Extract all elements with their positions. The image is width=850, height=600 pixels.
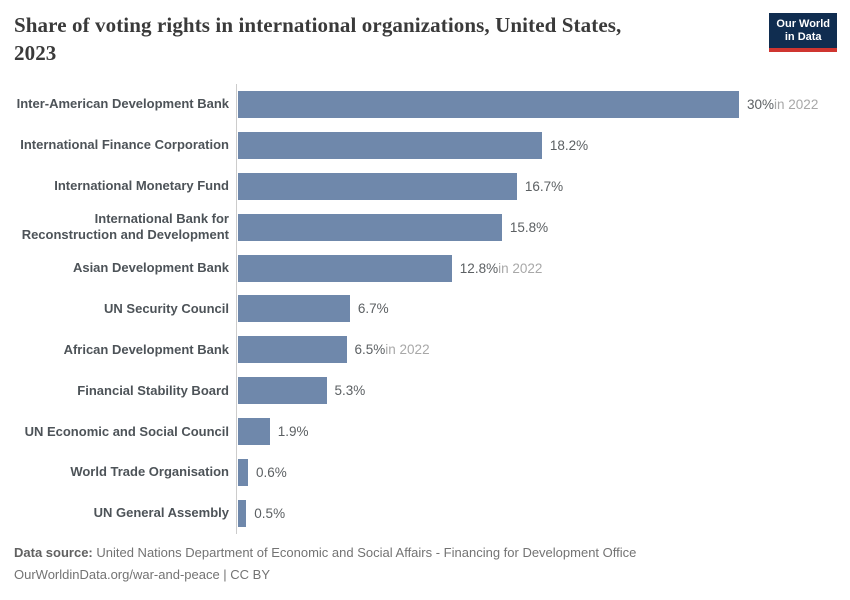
- owid-logo: Our World in Data: [769, 13, 837, 52]
- chart-row: Asian Development Bank 12.8%in 2022: [0, 248, 850, 289]
- value-label: 15.8%: [509, 219, 549, 235]
- bar-track: 30%in 2022: [237, 84, 850, 125]
- bar[interactable]: [238, 458, 248, 486]
- value-group: 30%in 2022: [747, 97, 818, 112]
- value-group: 1.9%: [278, 424, 309, 439]
- bar[interactable]: [238, 499, 247, 527]
- chart-row: International Monetary Fund 16.7%: [0, 166, 850, 207]
- value-label: 6.7%: [357, 301, 389, 317]
- chart-row: UN General Assembly 0.5%: [0, 493, 850, 534]
- category-label: UN Economic and Social Council: [24, 423, 229, 439]
- value-group: 16.7%: [525, 179, 563, 194]
- bar[interactable]: [238, 418, 270, 446]
- category-label: Financial Stability Board: [77, 382, 229, 398]
- bar[interactable]: [238, 172, 517, 200]
- bar-track: 18.2%: [237, 125, 850, 166]
- bar[interactable]: [238, 336, 347, 364]
- value-label: 0.6%: [256, 464, 287, 480]
- category-label: Inter-American Development Bank: [16, 96, 229, 112]
- value-group: 5.3%: [335, 383, 366, 398]
- value-group: 15.8%: [510, 220, 548, 235]
- bar[interactable]: [238, 295, 350, 323]
- chart-row: World Trade Organisation 0.6%: [0, 452, 850, 493]
- value-label: 0.5%: [254, 505, 286, 521]
- owid-logo-line1: Our World: [776, 18, 830, 30]
- value-group: 0.6%: [256, 465, 287, 480]
- bar-chart: Inter-American Development Bank 30%in 20…: [0, 84, 850, 534]
- attribution-line: OurWorldinData.org/war-and-peace | CC BY: [14, 566, 271, 582]
- value-group: 12.8%in 2022: [460, 261, 543, 276]
- bar-track: 6.5%in 2022: [237, 329, 850, 370]
- chart-rows: Inter-American Development Bank 30%in 20…: [0, 84, 850, 534]
- category-label: UN General Assembly: [93, 505, 229, 521]
- value-label: 12.8%: [459, 260, 499, 276]
- value-note: in 2022: [498, 260, 543, 276]
- bar[interactable]: [238, 377, 327, 405]
- category-label: International Bank for Reconstruction an…: [21, 211, 229, 243]
- value-note: in 2022: [385, 342, 430, 358]
- category-label: Asian Development Bank: [72, 260, 229, 275]
- chart-row: Financial Stability Board 5.3%: [0, 370, 850, 411]
- chart-footer: Data source: United Nations Department o…: [14, 542, 836, 585]
- chart-title: Share of voting rights in international …: [14, 12, 759, 67]
- bar[interactable]: [238, 213, 502, 241]
- bar-track: 0.6%: [237, 452, 850, 493]
- chart-row: Inter-American Development Bank 30%in 20…: [0, 84, 850, 125]
- chart-row: UN Economic and Social Council 1.9%: [0, 411, 850, 452]
- category-label: International Monetary Fund: [54, 178, 229, 194]
- owid-logo-line2: in Data: [784, 31, 822, 43]
- data-source-prefix: Data source:: [14, 545, 93, 560]
- bar[interactable]: [238, 254, 452, 282]
- bar-track: 12.8%in 2022: [237, 248, 850, 289]
- value-label: 1.9%: [277, 424, 309, 440]
- bar-track: 15.8%: [237, 207, 850, 248]
- bar-track: 0.5%: [237, 493, 850, 534]
- value-label: 5.3%: [334, 383, 366, 399]
- chart-row: International Bank for Reconstruction an…: [0, 207, 850, 248]
- value-group: 6.7%: [358, 301, 389, 316]
- bar-track: 16.7%: [237, 166, 850, 207]
- chart-row: African Development Bank 6.5%in 2022: [0, 329, 850, 370]
- value-group: 18.2%: [550, 138, 588, 153]
- value-label: 30%: [747, 96, 775, 112]
- value-label: 16.7%: [524, 178, 564, 194]
- chart-title-line1: Share of voting rights in international …: [14, 13, 622, 37]
- category-label: International Finance Corporation: [20, 137, 229, 153]
- chart-row: International Finance Corporation 18.2%: [0, 125, 850, 166]
- category-label: World Trade Organisation: [70, 464, 229, 480]
- value-group: 6.5%in 2022: [355, 342, 430, 357]
- value-group: 0.5%: [254, 506, 285, 521]
- category-label: African Development Bank: [63, 341, 229, 357]
- value-label: 6.5%: [354, 342, 386, 358]
- chart-title-line2: 2023: [14, 40, 57, 65]
- bar[interactable]: [238, 90, 739, 118]
- data-source-text: United Nations Department of Economic an…: [92, 545, 637, 560]
- bar-track: 5.3%: [237, 370, 850, 411]
- value-label: 18.2%: [549, 137, 589, 153]
- data-source-line: Data source: United Nations Department o…: [14, 542, 836, 564]
- bar-track: 6.7%: [237, 288, 850, 329]
- bar-track: 1.9%: [237, 411, 850, 452]
- category-label: UN Security Council: [104, 300, 229, 316]
- chart-row: UN Security Council 6.7%: [0, 288, 850, 329]
- value-note: in 2022: [774, 96, 819, 112]
- bar[interactable]: [238, 131, 542, 159]
